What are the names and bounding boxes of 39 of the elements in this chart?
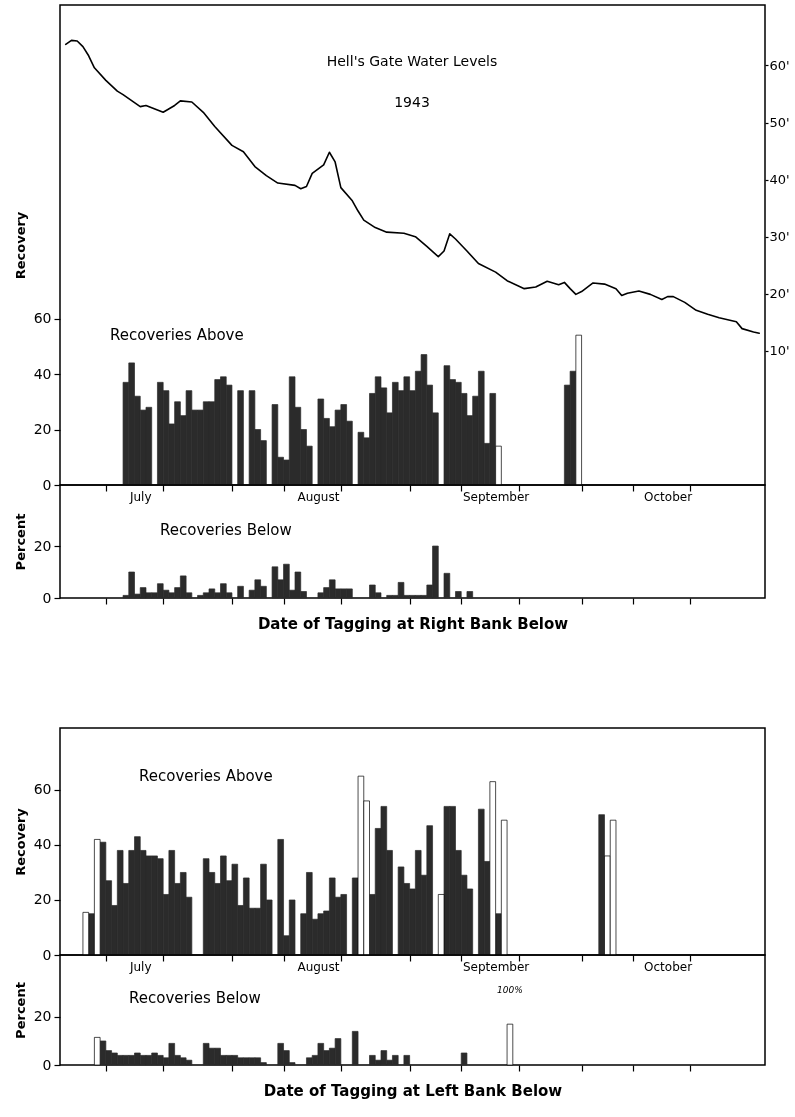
x-axis-title: Date of Tagging at Left Bank Below: [263, 1082, 563, 1101]
y-tick-label: 0: [42, 476, 52, 493]
y-tick-label: 40: [33, 365, 52, 382]
y-tick-label: 0: [42, 946, 52, 963]
y2-tick-label: 30': [769, 229, 790, 245]
y-axis-title: Percent: [12, 513, 28, 571]
x-tick-label: July: [128, 489, 152, 504]
text: 1943: [394, 94, 430, 110]
x-axis-title: Date of Tagging at Right Bank Below: [257, 615, 569, 634]
y2-tick-label: 40': [769, 172, 790, 188]
y-tick-label: 20: [33, 891, 52, 908]
annotation: Recoveries Above: [110, 326, 244, 344]
y-tick-label: 60: [33, 310, 52, 327]
y-tick-label: 20: [33, 537, 52, 554]
x-tick-label: September: [462, 489, 530, 504]
annotation: Recoveries Below: [160, 521, 292, 539]
y-tick-label: 40: [33, 836, 52, 853]
x-tick-label: October: [644, 489, 693, 504]
y2-tick-label: 60': [769, 58, 790, 73]
annotation: 100%: [497, 985, 523, 995]
y-tick-label: 0: [42, 1056, 52, 1073]
y-axis-title: Recovery: [12, 807, 28, 876]
x-tick-label: August: [297, 959, 340, 974]
y-axis-title: Percent: [12, 982, 28, 1039]
x-tick-label: July: [128, 959, 152, 974]
y-axis-title: Recovery: [12, 211, 28, 280]
y-tick-label: 20: [33, 1008, 52, 1025]
x-tick-label: October: [644, 959, 693, 974]
y-tick-label: 20: [33, 421, 52, 438]
y2-tick-label: 10': [769, 343, 790, 359]
y2-tick-label: 20': [769, 286, 790, 302]
x-tick-label: August: [297, 489, 340, 504]
text: Hell's Gate Water Levels: [326, 53, 498, 69]
y2-tick-label: 50': [769, 115, 790, 131]
y-tick-label: 0: [42, 589, 52, 606]
x-tick-label: September: [462, 959, 530, 974]
annotation: Recoveries Above: [139, 767, 273, 785]
annotation: Recoveries Below: [129, 989, 261, 1007]
y-tick-label: 60: [33, 781, 52, 798]
